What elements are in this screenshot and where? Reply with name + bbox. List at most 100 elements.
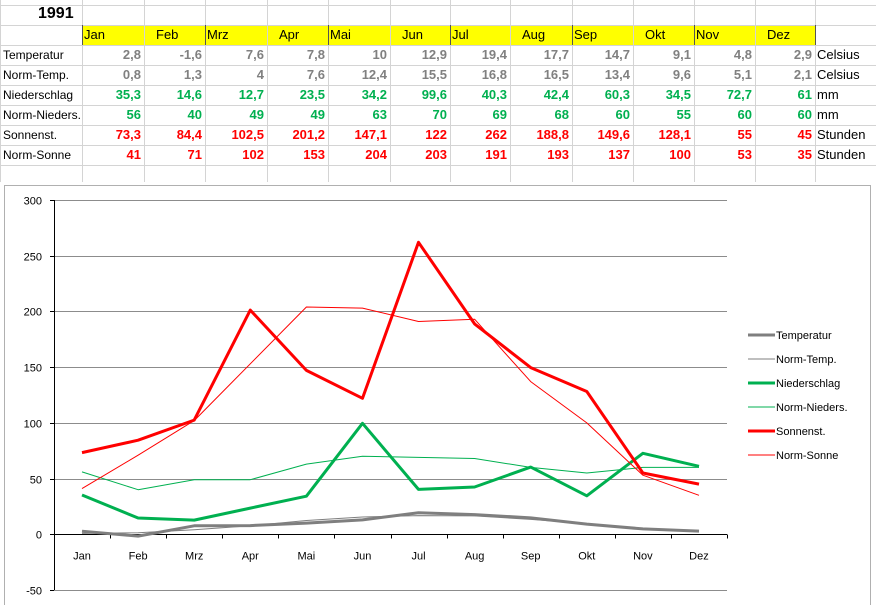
data-cell[interactable]: 102 — [242, 147, 264, 162]
month-header-aug[interactable]: Aug — [522, 27, 546, 42]
legend-entry: Sonnenst. — [776, 426, 826, 438]
data-cell[interactable]: 72,7 — [726, 87, 752, 102]
month-header-nov[interactable]: Nov — [696, 27, 720, 42]
row-label[interactable]: Temperatur — [3, 48, 64, 62]
data-cell[interactable]: 10 — [372, 47, 387, 62]
data-cell[interactable]: 55 — [737, 127, 752, 142]
data-cell[interactable]: 1,3 — [183, 67, 202, 82]
month-header-dez[interactable]: Dez — [767, 27, 791, 42]
data-cell[interactable]: 68 — [554, 107, 569, 122]
unit-cell[interactable]: mm — [817, 107, 839, 122]
data-cell[interactable]: 23,5 — [299, 87, 325, 102]
data-cell[interactable]: 203 — [425, 147, 447, 162]
data-cell[interactable]: 9,6 — [672, 67, 691, 82]
data-cell[interactable]: 128,1 — [658, 127, 691, 142]
data-cell[interactable]: 49 — [249, 107, 264, 122]
data-cell[interactable]: 60 — [797, 107, 812, 122]
unit-cell[interactable]: Stunden — [817, 147, 866, 162]
data-cell[interactable]: 71 — [187, 147, 202, 162]
data-cell[interactable]: 60,3 — [604, 87, 630, 102]
month-header-jul[interactable]: Jul — [452, 27, 469, 42]
data-cell[interactable]: 2,9 — [793, 47, 812, 62]
data-cell[interactable]: 35 — [797, 147, 812, 162]
data-cell[interactable]: 40,3 — [481, 87, 507, 102]
data-cell[interactable]: 49 — [310, 107, 325, 122]
data-cell[interactable]: 122 — [425, 127, 447, 142]
data-cell[interactable]: 99,6 — [421, 87, 447, 102]
data-cell[interactable]: 2,1 — [793, 67, 812, 82]
month-header-feb[interactable]: Feb — [156, 27, 179, 42]
row-label[interactable]: Sonnenst. — [3, 128, 58, 142]
data-cell[interactable]: 34,5 — [665, 87, 691, 102]
data-cell[interactable]: 16,8 — [481, 67, 507, 82]
data-cell[interactable]: 60 — [737, 107, 752, 122]
data-cell[interactable]: 40 — [187, 107, 202, 122]
data-cell[interactable]: 53 — [737, 147, 752, 162]
data-cell[interactable]: 191 — [485, 147, 507, 162]
data-cell[interactable]: 12,9 — [421, 47, 447, 62]
data-cell[interactable]: 35,3 — [115, 87, 141, 102]
series-line-norm-sonne — [81, 306, 700, 496]
data-cell[interactable]: 137 — [608, 147, 630, 162]
data-cell[interactable]: 262 — [485, 127, 507, 142]
data-cell[interactable]: 4 — [256, 67, 264, 82]
row-label[interactable]: Norm-Temp. — [3, 68, 70, 82]
unit-cell[interactable]: Stunden — [817, 127, 866, 142]
data-cell[interactable]: 13,4 — [604, 67, 630, 82]
data-cell[interactable]: 102,5 — [231, 127, 264, 142]
data-cell[interactable]: 15,5 — [421, 67, 447, 82]
data-cell[interactable]: 14,6 — [176, 87, 202, 102]
unit-cell[interactable]: mm — [817, 87, 839, 102]
data-cell[interactable]: 17,7 — [543, 47, 569, 62]
unit-cell[interactable]: Celsius — [817, 67, 860, 82]
data-cell[interactable]: 60 — [615, 107, 630, 122]
data-cell[interactable]: 4,8 — [733, 47, 752, 62]
data-cell[interactable]: 188,8 — [536, 127, 569, 142]
data-cell[interactable]: 12,4 — [361, 67, 387, 82]
data-cell[interactable]: 34,2 — [361, 87, 387, 102]
month-header-jan[interactable]: Jan — [84, 27, 105, 42]
row-label[interactable]: Niederschlag — [3, 88, 74, 102]
data-cell[interactable]: 56 — [126, 107, 141, 122]
row-label[interactable]: Norm-Sonne — [3, 148, 72, 162]
month-header-apr[interactable]: Apr — [279, 27, 300, 42]
data-cell[interactable]: 12,7 — [238, 87, 264, 102]
data-cell[interactable]: 193 — [547, 147, 569, 162]
data-cell[interactable]: 149,6 — [597, 127, 630, 142]
month-header-mai[interactable]: Mai — [330, 27, 351, 42]
data-cell[interactable]: -1,6 — [179, 47, 202, 62]
data-cell[interactable]: 63 — [372, 107, 387, 122]
month-header-okt[interactable]: Okt — [645, 27, 666, 42]
data-cell[interactable]: 204 — [365, 147, 387, 162]
data-cell[interactable]: 7,6 — [245, 47, 264, 62]
data-cell[interactable]: 84,4 — [176, 127, 202, 142]
data-cell[interactable]: 7,6 — [306, 67, 325, 82]
data-cell[interactable]: 41 — [126, 147, 141, 162]
data-cell[interactable]: 100 — [669, 147, 691, 162]
unit-cell[interactable]: Celsius — [817, 47, 860, 62]
data-cell[interactable]: 14,7 — [604, 47, 630, 62]
data-cell[interactable]: 9,1 — [672, 47, 691, 62]
data-cell[interactable]: 0,8 — [122, 67, 141, 82]
data-cell[interactable]: 55 — [676, 107, 691, 122]
row-label[interactable]: Norm-Nieders. — [3, 108, 82, 122]
month-header-jun[interactable]: Jun — [402, 27, 423, 42]
data-cell[interactable]: 201,2 — [292, 127, 325, 142]
data-cell[interactable]: 19,4 — [481, 47, 507, 62]
data-cell[interactable]: 73,3 — [115, 127, 141, 142]
data-cell[interactable]: 2,8 — [122, 47, 141, 62]
data-cell[interactable]: 147,1 — [354, 127, 387, 142]
data-cell[interactable]: 45 — [797, 127, 812, 142]
chart-canvas: -50 0 50 100 150 200 250 300 Jan Feb Mrz Apr Mai Jun J… — [4, 185, 871, 606]
month-header-sep[interactable]: Sep — [574, 27, 598, 42]
data-cell[interactable]: 69 — [492, 107, 507, 122]
data-cell[interactable]: 16,5 — [543, 67, 569, 82]
year-label[interactable]: 1991 — [38, 5, 74, 22]
data-cell[interactable]: 5,1 — [733, 67, 752, 82]
data-cell[interactable]: 153 — [303, 147, 325, 162]
data-cell[interactable]: 61 — [797, 87, 812, 102]
month-header-mrz[interactable]: Mrz — [207, 27, 229, 42]
data-cell[interactable]: 42,4 — [543, 87, 569, 102]
data-cell[interactable]: 7,8 — [306, 47, 325, 62]
data-cell[interactable]: 70 — [432, 107, 447, 122]
